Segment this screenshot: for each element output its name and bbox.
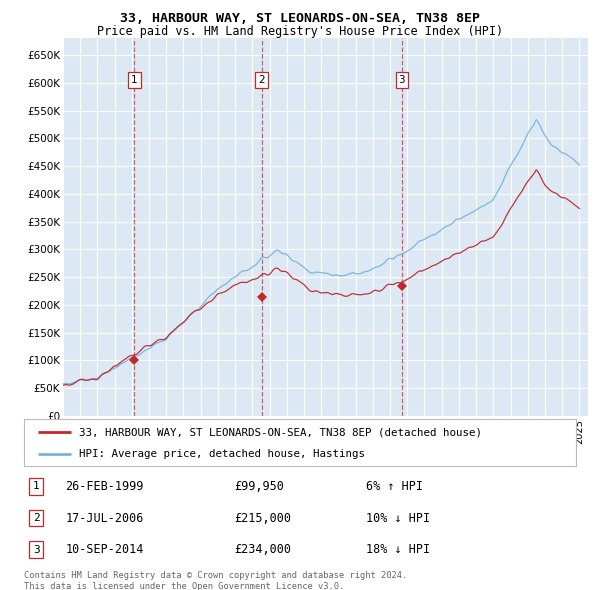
Text: 3: 3 (398, 75, 405, 85)
Text: £99,950: £99,950 (234, 480, 284, 493)
Text: Contains HM Land Registry data © Crown copyright and database right 2024.
This d: Contains HM Land Registry data © Crown c… (24, 571, 407, 590)
Text: 2: 2 (259, 75, 265, 85)
Text: 33, HARBOUR WAY, ST LEONARDS-ON-SEA, TN38 8EP: 33, HARBOUR WAY, ST LEONARDS-ON-SEA, TN3… (120, 12, 480, 25)
Text: 10-SEP-2014: 10-SEP-2014 (65, 543, 144, 556)
Text: 3: 3 (33, 545, 40, 555)
Text: 33, HARBOUR WAY, ST LEONARDS-ON-SEA, TN38 8EP (detached house): 33, HARBOUR WAY, ST LEONARDS-ON-SEA, TN3… (79, 427, 482, 437)
Text: 26-FEB-1999: 26-FEB-1999 (65, 480, 144, 493)
Text: 18% ↓ HPI: 18% ↓ HPI (366, 543, 430, 556)
Text: 1: 1 (131, 75, 138, 85)
Text: 6% ↑ HPI: 6% ↑ HPI (366, 480, 423, 493)
Text: 10% ↓ HPI: 10% ↓ HPI (366, 512, 430, 525)
Text: HPI: Average price, detached house, Hastings: HPI: Average price, detached house, Hast… (79, 450, 365, 459)
Text: £234,000: £234,000 (234, 543, 291, 556)
Text: 2: 2 (33, 513, 40, 523)
Text: Price paid vs. HM Land Registry's House Price Index (HPI): Price paid vs. HM Land Registry's House … (97, 25, 503, 38)
Text: 1: 1 (33, 481, 40, 491)
Text: £215,000: £215,000 (234, 512, 291, 525)
Text: 17-JUL-2006: 17-JUL-2006 (65, 512, 144, 525)
